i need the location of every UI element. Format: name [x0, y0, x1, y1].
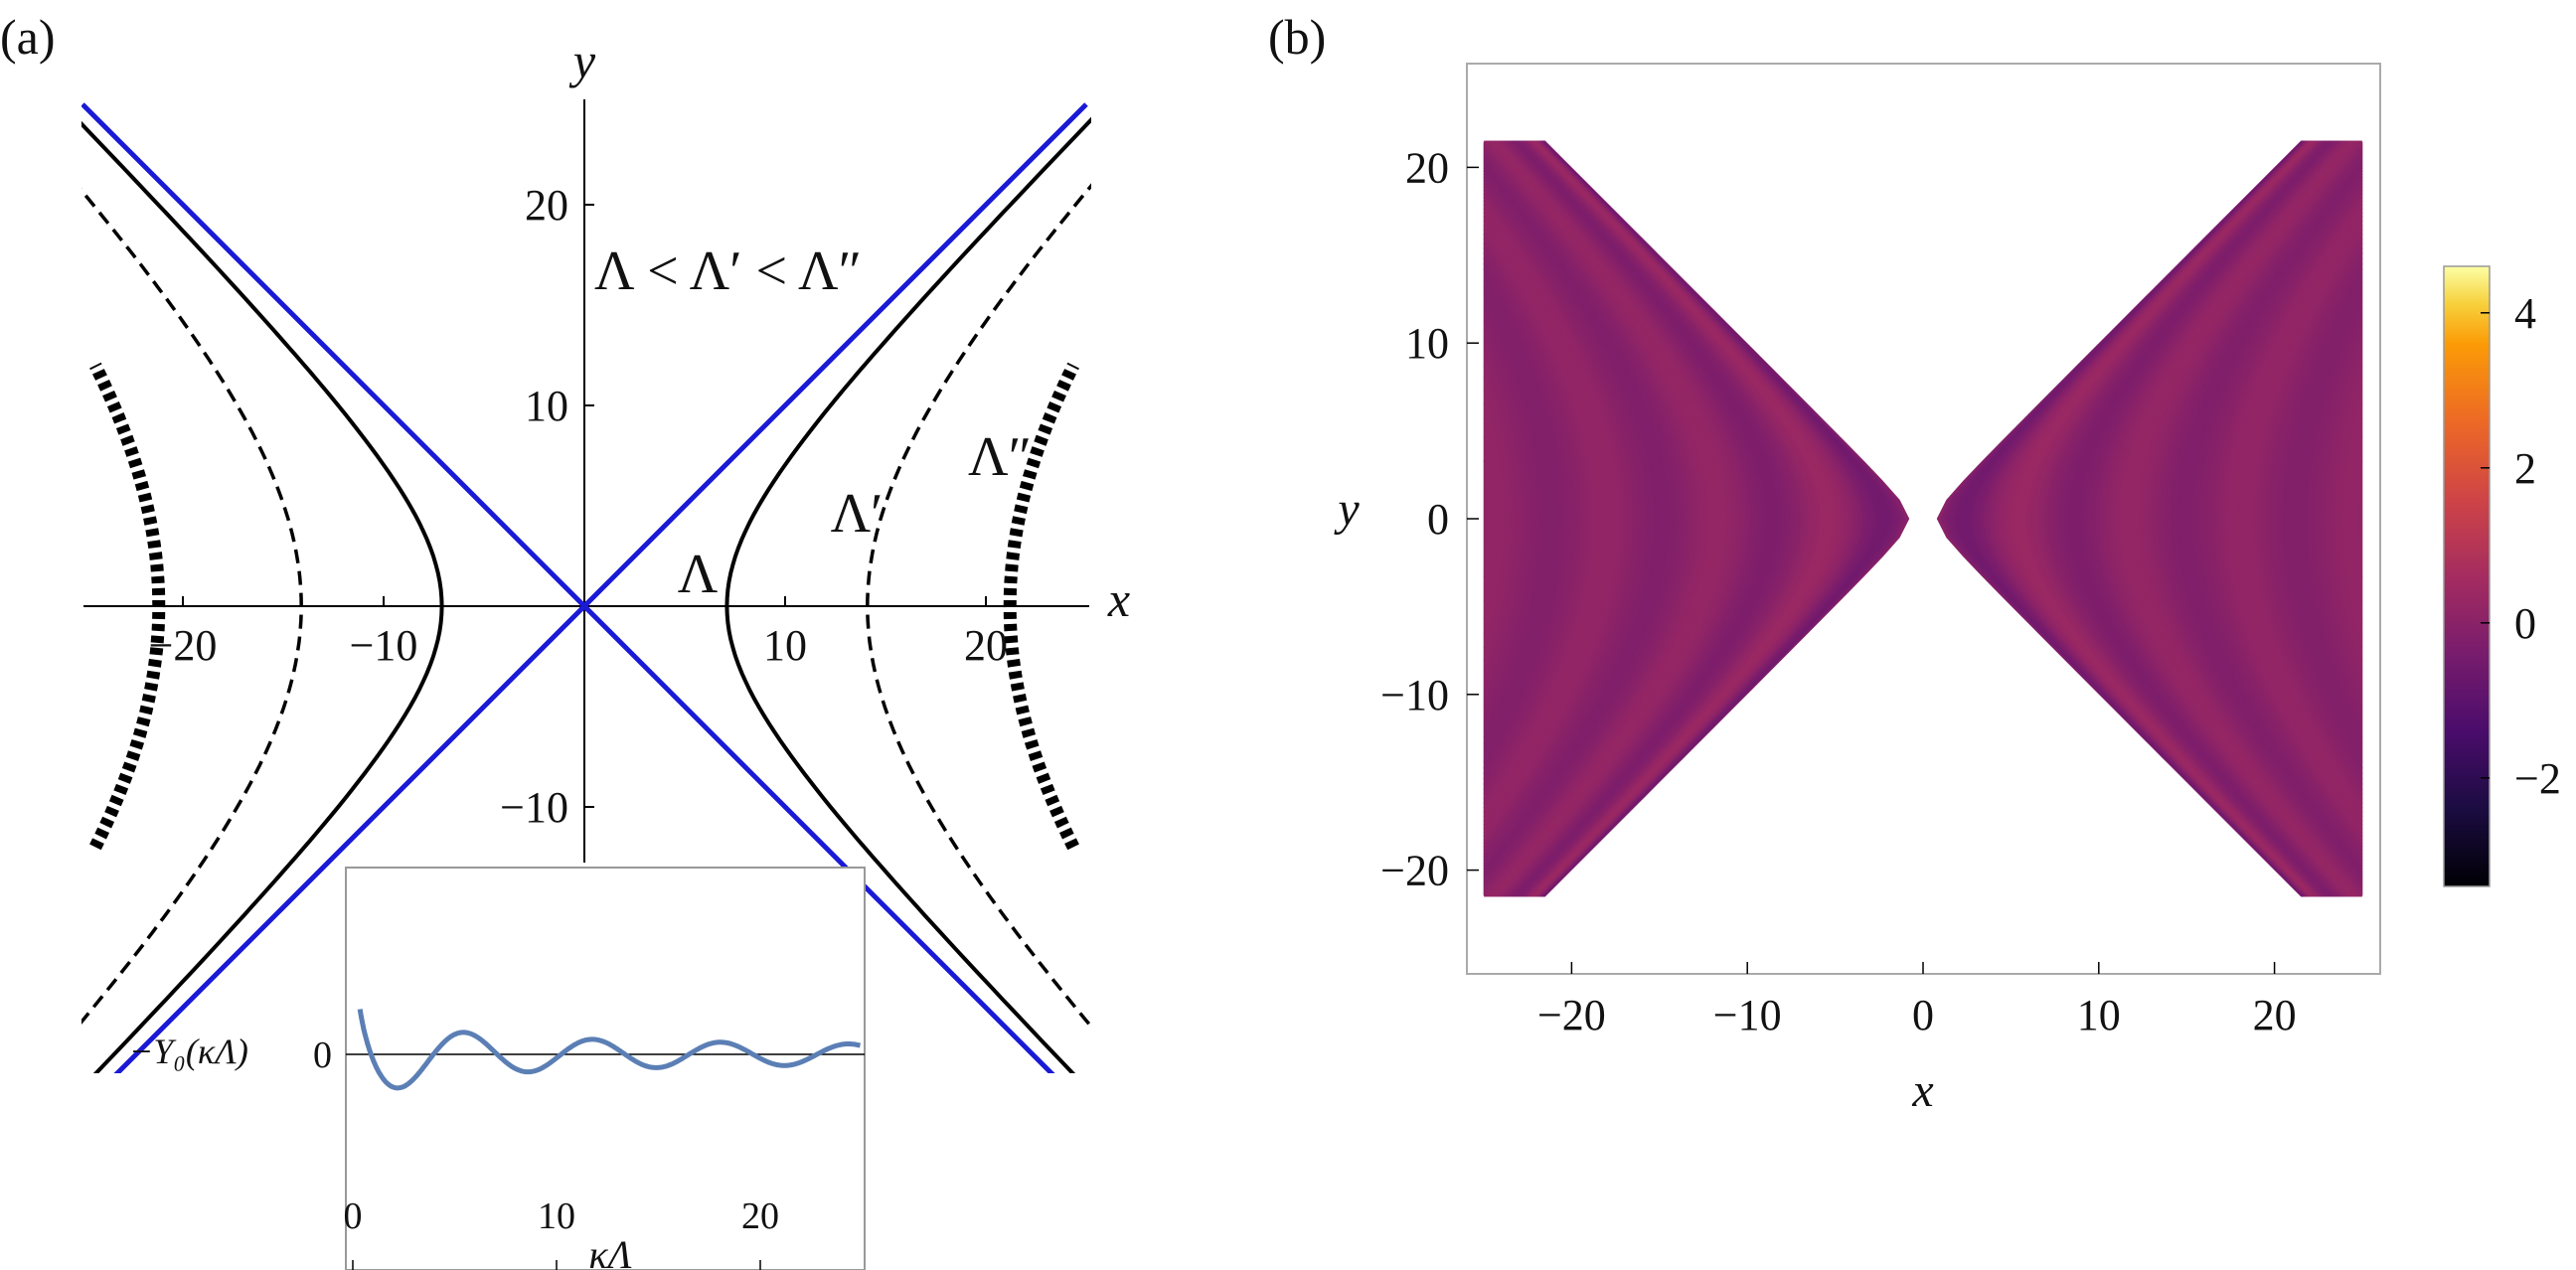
inset-plot: 0 10 20 0 −Y₀(κΛ) κΛ	[129, 867, 866, 1270]
a-x-tick-label: 20	[964, 621, 1008, 670]
a-x-tick-label: 10	[763, 621, 807, 670]
a-label-lambda-double-prime: Λ″	[968, 426, 1032, 488]
colorbar-ticks: 4 2 0 −2	[2481, 289, 2561, 803]
a-label-lambda-prime: Λ′	[831, 483, 884, 545]
inset-x-tick-label: 10	[538, 1195, 575, 1237]
b-y-tick-label: 20	[1405, 143, 1449, 192]
b-heatmap	[1483, 140, 2363, 897]
a-inequality-annotation: Λ < Λ′ < Λ″	[594, 240, 862, 302]
b-x-tick-label: 20	[2253, 991, 2297, 1039]
b-y-tick-label: −20	[1380, 847, 1449, 895]
b-ticks: −20 −10 0 10 20 −20 −10 0 10 20	[1380, 143, 2296, 1039]
a-hyperbola-branch	[866, 183, 1091, 1030]
inset-x-tick-label: 20	[741, 1195, 779, 1237]
colorbar-gradient	[2443, 265, 2491, 887]
b-x-tick-label: −20	[1537, 991, 1606, 1039]
inset-y0-curve	[357, 1009, 862, 1091]
inset-x-label: κΛ	[588, 1232, 631, 1270]
b-x-tick-label: −10	[1713, 991, 1782, 1039]
b-x-axis-label: x	[1911, 1064, 1933, 1117]
colorbar-tick-label: 0	[2514, 599, 2536, 648]
inset-y-label: −Y₀(κΛ)	[129, 1032, 248, 1071]
colorbar-tick-label: 4	[2514, 289, 2536, 338]
inset-frame	[345, 867, 866, 1270]
a-label-lambda: Λ	[678, 544, 719, 605]
inset-curve	[357, 1009, 862, 1091]
inset-ticks: 0 10 20 0	[313, 1034, 779, 1270]
inset-x-tick-label: 0	[344, 1195, 363, 1237]
b-y-tick-label: 0	[1427, 495, 1449, 544]
a-hyperbola-branch	[89, 362, 166, 851]
a-y-tick-label: 10	[525, 382, 568, 430]
colorbar-tick-label: −2	[2514, 754, 2561, 803]
a-hyperbola-branch	[724, 116, 1091, 1073]
a-hyperbola-branch	[1003, 362, 1079, 851]
b-y-axis-label: y	[1333, 483, 1360, 536]
a-y-tick-label: 20	[525, 181, 568, 230]
panel-a-tag: (a)	[0, 9, 56, 65]
b-x-tick-label: 10	[2077, 991, 2121, 1039]
a-hyperbola-branch	[81, 120, 444, 1073]
a-hyperbola-branch	[81, 188, 303, 1025]
heatmap-band	[1483, 460, 1489, 577]
b-x-tick-label: 0	[1912, 991, 1934, 1039]
b-y-tick-label: −10	[1380, 671, 1449, 719]
a-x-tick-label: −10	[350, 621, 418, 670]
a-y-axis-label: y	[568, 33, 596, 88]
a-x-axis-label: x	[1107, 571, 1130, 627]
a-y-tick-label: −10	[500, 783, 568, 832]
a-curves	[81, 102, 1091, 1073]
colorbar-tick-label: 2	[2514, 444, 2536, 493]
colorbar: 4 2 0 −2	[2443, 265, 2561, 887]
heatmap-band	[2357, 460, 2363, 577]
panel-b-tag: (b)	[1268, 9, 1326, 65]
b-y-tick-label: 10	[1405, 319, 1449, 368]
inset-y-tick-label: 0	[313, 1034, 332, 1076]
a-asymptote-line	[81, 102, 1055, 1073]
